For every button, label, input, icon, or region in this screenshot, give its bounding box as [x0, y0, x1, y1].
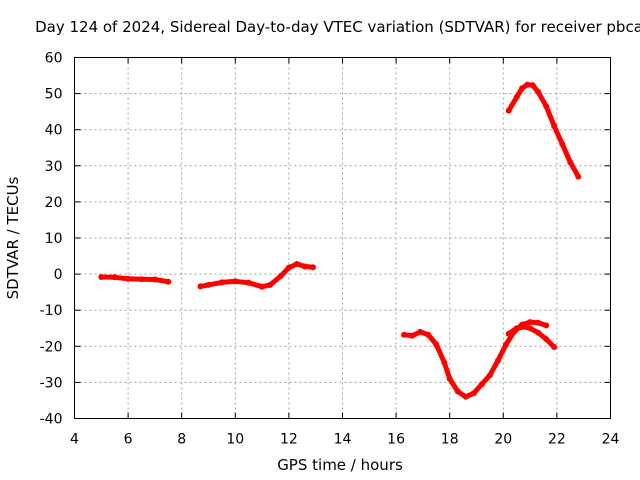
data-point — [535, 88, 542, 95]
series-segment-1 — [98, 274, 171, 285]
data-point — [543, 322, 550, 329]
data-point — [454, 388, 461, 395]
y-tick-label: 40 — [45, 123, 63, 139]
data-point — [151, 276, 158, 283]
data-point — [409, 332, 416, 339]
data-point — [285, 264, 292, 271]
data-point — [197, 283, 204, 290]
data-point — [205, 281, 212, 288]
data-point — [575, 173, 582, 180]
x-tick-label: 10 — [226, 432, 244, 448]
data-point — [535, 329, 542, 336]
x-tick-label: 24 — [602, 432, 620, 448]
x-tick-label: 22 — [548, 432, 566, 448]
data-point — [551, 123, 558, 130]
data-point — [551, 344, 558, 350]
data-point — [138, 276, 145, 283]
data-point — [503, 341, 509, 348]
series-segment-3 — [401, 319, 549, 400]
data-point — [519, 85, 526, 92]
data-point — [417, 328, 424, 335]
data-point — [527, 325, 534, 332]
data-point — [486, 372, 493, 379]
y-tick-label: -30 — [40, 375, 63, 391]
data-point — [478, 381, 485, 388]
data-point — [494, 357, 501, 364]
chart-title: Day 124 of 2024, Sidereal Day-to-day VTE… — [35, 18, 640, 36]
data-point — [470, 390, 477, 397]
data-point — [245, 279, 252, 286]
data-point — [567, 159, 574, 166]
y-tick-label: -10 — [40, 303, 63, 319]
data-point — [524, 81, 531, 88]
data-point — [543, 336, 550, 343]
y-axis-label: SDTVAR / TECUs — [4, 176, 22, 299]
data-point — [521, 323, 528, 330]
x-tick-label: 12 — [280, 432, 298, 448]
data-point — [446, 375, 453, 382]
y-tick-label: 10 — [45, 231, 63, 247]
data-point — [111, 274, 118, 281]
x-axis-label: GPS time / hours — [277, 456, 403, 474]
data-point — [259, 283, 266, 290]
data-point — [543, 103, 550, 110]
data-point — [513, 325, 520, 332]
data-point — [559, 141, 566, 148]
data-point — [535, 319, 542, 326]
data-point — [165, 278, 172, 285]
x-tick-label: 4 — [70, 432, 79, 448]
y-tick-label: 50 — [45, 87, 63, 103]
axis-ticks: 4 6 8 10 12 14 16 18 20 22 24 -40 -30 -20 -10 0 10 20 30 40… — [40, 51, 620, 448]
data-point — [293, 261, 300, 267]
grid — [74, 57, 611, 419]
data-point — [310, 264, 316, 271]
data-point — [513, 94, 520, 101]
data-point — [441, 359, 448, 366]
x-tick-label: 14 — [334, 432, 352, 448]
x-tick-label: 16 — [387, 432, 405, 448]
y-tick-label: 30 — [45, 159, 63, 175]
data-point — [529, 82, 536, 89]
data-point — [232, 278, 239, 285]
data-point — [401, 331, 408, 338]
y-tick-label: 60 — [45, 51, 63, 67]
x-tick-label: 6 — [124, 432, 133, 448]
y-tick-label: -20 — [40, 339, 63, 355]
data-point — [302, 263, 308, 270]
y-tick-label: -40 — [40, 412, 63, 428]
data-point — [218, 279, 225, 286]
data-point — [425, 331, 432, 338]
data-point — [433, 341, 440, 348]
data-point — [277, 272, 284, 279]
x-tick-label: 8 — [177, 432, 186, 448]
data-point — [267, 281, 274, 288]
y-tick-label: 20 — [45, 195, 63, 211]
data-point — [505, 330, 512, 337]
series-layer — [98, 81, 582, 400]
data-point — [527, 319, 534, 326]
data-point — [462, 393, 469, 400]
series-segment-2 — [198, 261, 316, 290]
x-tick-label: 18 — [441, 432, 459, 448]
data-point — [98, 274, 105, 280]
y-tick-label: 0 — [54, 267, 63, 283]
x-tick-label: 20 — [494, 432, 512, 448]
data-point — [505, 107, 512, 114]
data-point — [125, 275, 132, 282]
